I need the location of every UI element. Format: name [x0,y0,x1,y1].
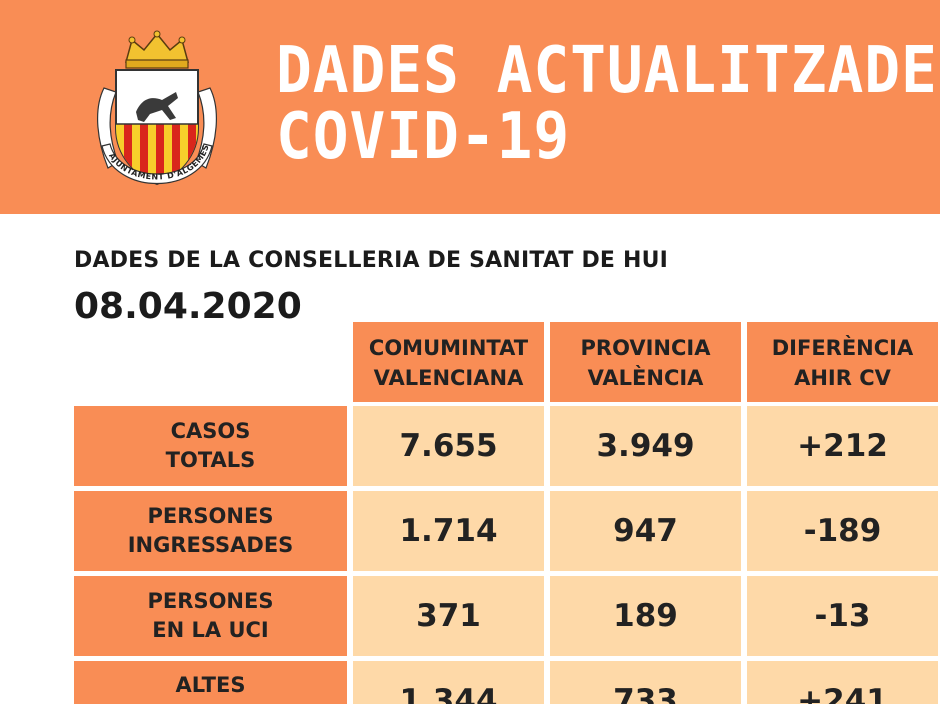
row-label-line: TOTALS [165,448,256,472]
table-cell: +212 [747,406,938,486]
table-cell: 947 [550,491,741,571]
row-label-line: INGRESSADES [127,533,294,557]
table-cell: 371 [353,576,544,656]
column-header-diferencia: DIFERÈNCIA AHIR CV [747,322,938,402]
row-header-casos: CASOS TOTALS [74,406,347,486]
page-title: DADES ACTUALITZADES COVID-19 [276,38,940,170]
table-cell: +241 [747,661,938,704]
column-header-line: PROVINCIA [580,336,711,360]
coat-of-arms-icon: AJUNTAMENT D'ALGEMESÍ [92,28,217,186]
row-label-line: CASOS [170,419,251,443]
row-header-altes: ALTES [74,661,347,704]
row-header-ingressades: PERSONES INGRESSADES [74,491,347,571]
subtitle: DADES DE LA CONSELLERIA DE SANITAT DE HU… [74,248,669,273]
column-header-line: AHIR CV [794,366,891,390]
column-header-line: VALENCIANA [373,366,524,390]
table-cell: 7.655 [353,406,544,486]
header-banner: AJUNTAMENT D'ALGEMESÍ DADES ACTUALITZADE… [0,0,940,214]
report-date: 08.04.2020 [74,286,302,327]
column-header-line: VALÈNCIA [587,366,704,390]
table-cell: 1.344 [353,661,544,704]
row-label-line: EN LA UCI [152,618,269,642]
column-header-line: DIFERÈNCIA [771,336,914,360]
row-label-line: PERSONES [147,589,274,613]
table-cell: 733 [550,661,741,704]
column-header-provincia: PROVINCIA VALÈNCIA [550,322,741,402]
title-line-2: COVID-19 [276,100,571,174]
table-cell: -189 [747,491,938,571]
table-cell: 1.714 [353,491,544,571]
column-header-comunitat: COMUMINTAT VALENCIANA [353,322,544,402]
row-header-uci: PERSONES EN LA UCI [74,576,347,656]
table-cell: 3.949 [550,406,741,486]
table-cell: -13 [747,576,938,656]
row-label-line: ALTES [175,673,246,697]
title-line-1: DADES ACTUALITZADES [276,34,940,108]
column-header-line: COMUMINTAT [368,336,529,360]
table-cell: 189 [550,576,741,656]
row-label-line: PERSONES [147,504,274,528]
